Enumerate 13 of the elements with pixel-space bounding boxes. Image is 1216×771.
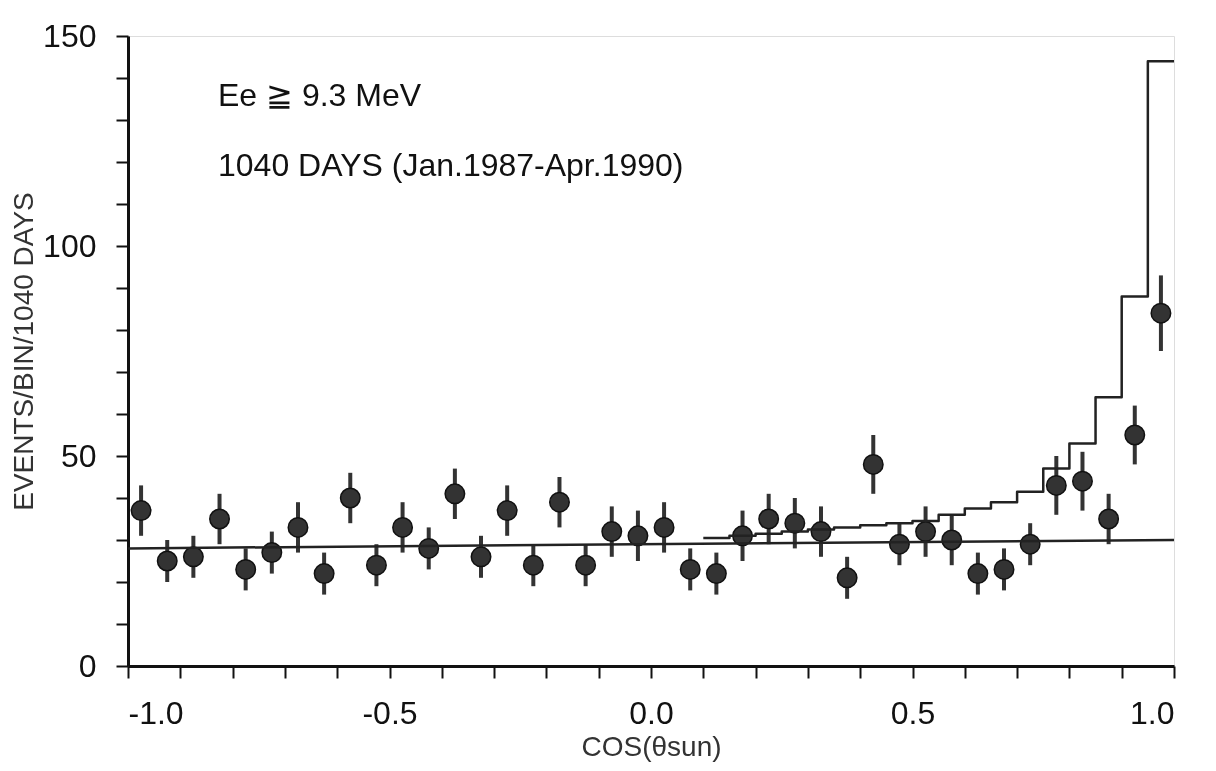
y-tick-label: 0 [78,647,97,684]
x-tick-label: -1.0 [128,694,184,731]
annotation: 1040 DAYS (Jan.1987-Apr.1990) [218,147,684,183]
y-tick-label: 150 [43,17,97,54]
x-tick-label: 0.5 [890,694,936,731]
x-tick-label: 1.0 [1130,694,1175,731]
x-tick-label: 0.0 [629,694,674,731]
x-tick-label: -0.5 [362,694,418,731]
y-tick-label: 50 [60,437,97,474]
x-axis-title: COS(θsun) [581,730,722,762]
y-axis-title: EVENTS/BIN/1040 DAYS [8,192,40,511]
y-tick-label: 100 [43,227,97,264]
annotation: Ee ≧ 9.3 MeV [218,77,422,113]
